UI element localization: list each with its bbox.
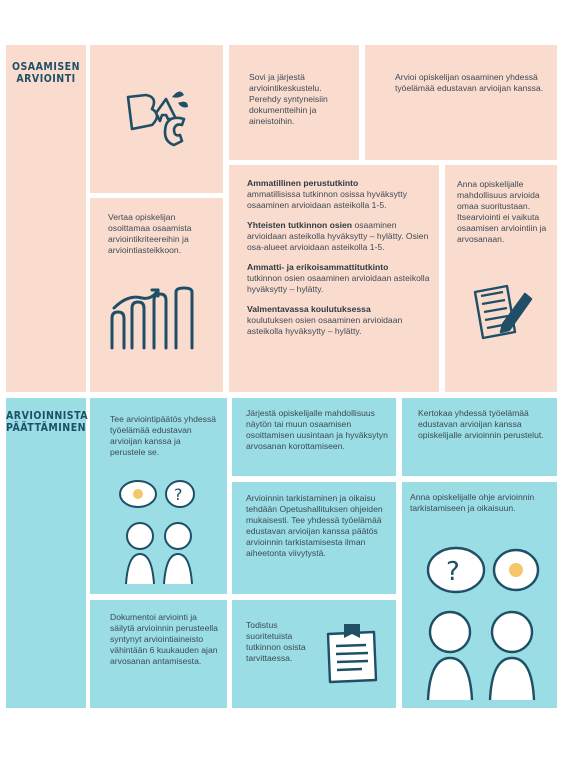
- tell-cell: Kertokaa yhdessä työelämää edustavan arv…: [402, 398, 557, 476]
- scale-title-1: Ammatillinen perustutkinto: [247, 178, 359, 188]
- self-assessment-cell: Anna opiskelijalle mahdollisuus arvioida…: [445, 165, 557, 392]
- bar-chart-icon: [110, 286, 194, 350]
- compare-text: Vertaa opiskelijan osoittamaa osaamista …: [108, 212, 192, 255]
- scale-text-4: koulutuksen osien osaaminen arvioidaan a…: [247, 315, 403, 336]
- tell-text: Kertokaa yhdessä työelämää edustavan arv…: [418, 408, 544, 440]
- self-assessment-text: Anna opiskelijalle mahdollisuus arvioida…: [457, 179, 547, 244]
- scales-cell: Ammatillinen perustutkinto ammatillisissa…: [229, 165, 439, 392]
- agree-cell: Sovi ja järjestä arviointikeskustelu. Pe…: [229, 45, 359, 160]
- agree-text: Sovi ja järjestä arviointikeskustelu. Pe…: [249, 72, 328, 126]
- guide-text: Anna opiskelijalle ohje arvioinnin tarki…: [410, 492, 535, 513]
- document-text: Dokumentoi arviointi ja säilytä arvioinn…: [110, 612, 218, 666]
- assess-text: Arvioi opiskelijan osaaminen yhdessä työ…: [395, 72, 544, 93]
- scale-text-2: osaaminen arvioidaan asteikolla hyväksyt…: [247, 220, 429, 252]
- decision-title-line1: ARVIOINNISTA: [6, 410, 89, 422]
- decision-title-line2: PÄÄTTÄMINEN: [6, 422, 87, 434]
- thinking-people-icon: ?: [119, 480, 195, 585]
- svg-text:?: ?: [174, 485, 183, 504]
- assessment-title-line2: ARVIOINTI: [16, 73, 76, 85]
- compare-cell: Vertaa opiskelijan osoittamaa osaamista …: [90, 198, 223, 392]
- scale-title-3: Ammatti- ja erikoisammattitutkinto: [247, 262, 389, 272]
- decide-cell: Tee arviointipäätös yhdessä työelämää ed…: [90, 398, 227, 594]
- scale-text-1: ammatillisissa tutkinnon osissa hyväksyt…: [247, 189, 407, 210]
- clipboard-pencil-icon: [473, 284, 533, 340]
- assessment-title-line1: OSAAMISEN: [11, 61, 81, 73]
- thinking-people-icon: ?: [426, 546, 540, 701]
- assess-cell: Arvioi opiskelijan osaaminen yhdessä työ…: [365, 45, 557, 160]
- svg-text:?: ?: [446, 557, 460, 587]
- guide-cell: Anna opiskelijalle ohje arvioinnin tarki…: [402, 482, 557, 708]
- document-cell: Dokumentoi arviointi ja säilytä arvioinn…: [90, 600, 227, 708]
- review-cell: Arvioinnin tarkistaminen ja oikaisu tehd…: [232, 482, 396, 594]
- scale-title-2: Yhteisten tutkinnon osien: [247, 220, 353, 230]
- abc-letters-icon: [126, 91, 188, 147]
- decision-section-header: ARVIOINNISTA PÄÄTTÄMINEN: [6, 398, 89, 708]
- decide-text: Tee arviointipäätös yhdessä työelämää ed…: [110, 414, 217, 457]
- opportunity-text: Järjestä opiskelijalle mahdollisuus näyt…: [246, 408, 388, 451]
- assessment-section-header: OSAAMISEN ARVIOINTI: [6, 45, 86, 392]
- scale-title-4: Valmentavassa koulutuksessa: [247, 304, 371, 314]
- certificate-icon: [326, 624, 378, 684]
- scale-text-3: tutkinnon osien osaaminen arvioidaan ast…: [247, 273, 430, 294]
- certificate-cell: Todistus suoritetuista tutkinnon osista …: [232, 600, 396, 708]
- abc-cell: [90, 45, 223, 193]
- review-text: Arvioinnin tarkistaminen ja oikaisu tehd…: [246, 493, 383, 558]
- opportunity-cell: Järjestä opiskelijalle mahdollisuus näyt…: [232, 398, 396, 476]
- certificate-text: Todistus suoritetuista tutkinnon osista …: [246, 620, 306, 663]
